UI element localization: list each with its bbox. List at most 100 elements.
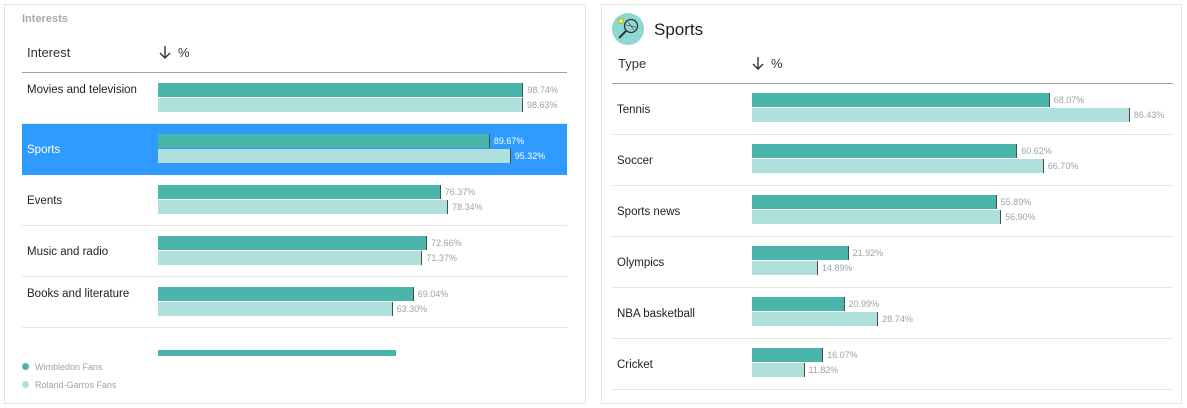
type-column-header[interactable]: Type [618, 56, 647, 71]
bar-value-label: 66.70% [1047, 161, 1079, 171]
bar-value-label: 71.37% [426, 253, 457, 263]
bar-value-label: 63.30% [396, 304, 428, 314]
bar-end-tick [509, 149, 511, 163]
bar-end-tick [816, 261, 818, 275]
sort-down-icon[interactable] [158, 45, 172, 59]
bar-value-label: 14.89% [821, 263, 853, 273]
bar-end-tick [439, 185, 441, 199]
tennis-racket-icon [612, 13, 644, 45]
table-row[interactable]: Cricket 16.07% 11.82% [612, 339, 1173, 390]
bar-end-tick [1048, 93, 1050, 107]
bar-value-label: 60.62% [1021, 146, 1052, 156]
percent-label: % [771, 56, 783, 71]
wimbledon-bar [158, 287, 413, 301]
wimbledon-bar [752, 195, 996, 209]
wimbledon-bar [752, 297, 844, 311]
row-label: Sports [27, 144, 61, 156]
bar-end-tick [1000, 210, 1002, 224]
bar-value-label: 95.32% [514, 151, 546, 161]
bar-end-tick [847, 246, 849, 260]
table-row[interactable] [22, 328, 567, 356]
roland-garros-bar [158, 200, 448, 214]
percent-label: % [178, 45, 190, 60]
header-divider [22, 72, 567, 73]
bar-end-tick [421, 251, 423, 265]
wimbledon-bar [158, 185, 440, 199]
bar-end-tick [391, 302, 393, 316]
row-label: Tennis [617, 104, 651, 116]
roland-garros-bar [158, 149, 510, 163]
bar-value-label: 20.99% [848, 299, 880, 309]
bar-end-tick [1016, 144, 1018, 158]
wimbledon-bar [158, 83, 523, 97]
bar-end-tick [843, 297, 845, 311]
roland-garros-bar [752, 159, 1043, 173]
roland-garros-bar [752, 108, 1129, 122]
bar-end-tick [412, 287, 414, 301]
bar-value-label: 21.92% [852, 248, 884, 258]
row-label: Movies and television [27, 84, 137, 96]
bar-end-tick [447, 200, 449, 214]
legend-item-wimbledon[interactable]: Wimbledon Fans [22, 362, 103, 372]
legend-dot [22, 363, 29, 370]
roland-garros-bar [158, 302, 392, 316]
interests-panel: Interests Interest % Movies and televisi… [4, 4, 586, 404]
row-label: Sports news [617, 206, 681, 218]
bar-value-label: 16.07% [827, 350, 858, 360]
bar-end-tick [1042, 159, 1044, 173]
percent-column-header[interactable]: % [158, 45, 190, 60]
table-row[interactable]: Olympics 21.92% 14.89% [612, 237, 1173, 288]
bar-value-label: 55.89% [1000, 197, 1032, 207]
row-label: Soccer [617, 155, 653, 167]
bar-value-label: 28.74% [882, 314, 913, 324]
table-row[interactable]: Sports 89.67% 95.32% [22, 124, 567, 175]
wimbledon-bar [752, 144, 1017, 158]
wimbledon-bar [752, 246, 848, 260]
table-row[interactable]: Soccer 60.62% 66.70% [612, 135, 1173, 186]
sort-down-icon[interactable] [751, 56, 765, 70]
sports-title: Sports [654, 20, 704, 39]
bar-value-label: 98.74% [527, 85, 558, 95]
legend-item-roland-garros[interactable]: Roland-Garros Fans [22, 380, 117, 390]
table-row[interactable]: Books and literature 69.04% 63.30% [22, 277, 567, 328]
bar-end-tick [522, 83, 524, 97]
row-label: Cricket [617, 359, 653, 371]
table-row[interactable]: Sports news 55.89% 56.90% [612, 186, 1173, 237]
roland-garros-bar [158, 98, 522, 112]
bar-value-label: 68.07% [1053, 95, 1085, 105]
bar-value-label: 76.37% [444, 187, 476, 197]
percent-column-header[interactable]: % [751, 56, 783, 71]
table-row[interactable]: NBA basketball 20.99% 28.74% [612, 288, 1173, 339]
wimbledon-bar [158, 134, 489, 148]
row-label: Books and literature [27, 288, 130, 300]
wimbledon-bar [752, 93, 1049, 107]
table-row[interactable]: Music and radio 72.66% 71.37% [22, 226, 567, 277]
header-divider [612, 83, 1173, 84]
sports-panel: Sports Type % Tennis 68.07% 86.43% Soccer 60… [601, 4, 1182, 404]
row-label: Olympics [617, 257, 665, 269]
bar-value-label: 98.63% [526, 100, 558, 110]
bar-value-label: 89.67% [493, 136, 525, 146]
bar-end-tick [521, 98, 523, 112]
bar-value-label: 69.04% [417, 289, 449, 299]
table-row[interactable]: Events 76.37% 78.34% [22, 175, 567, 226]
panel-title: Interests [22, 13, 68, 25]
bar-end-tick [1128, 108, 1130, 122]
row-label: NBA basketball [617, 308, 695, 320]
roland-garros-bar [752, 363, 804, 377]
legend-label: Wimbledon Fans [35, 362, 103, 372]
interest-column-header[interactable]: Interest [27, 45, 71, 60]
wimbledon-bar [158, 236, 427, 250]
bar-end-tick [877, 312, 879, 326]
legend-label: Roland-Garros Fans [35, 380, 117, 390]
legend-dot [22, 381, 29, 388]
bar-value-label: 78.34% [452, 202, 483, 212]
bar-end-tick [822, 348, 824, 362]
roland-garros-bar [752, 312, 878, 326]
bar-end-tick [488, 134, 490, 148]
table-row[interactable]: Movies and television 98.74% 98.63% [22, 73, 567, 124]
bar-value-label: 86.43% [1133, 110, 1165, 120]
wimbledon-bar [158, 350, 396, 356]
roland-garros-bar [752, 210, 1001, 224]
table-row[interactable]: Tennis 68.07% 86.43% [612, 84, 1173, 135]
